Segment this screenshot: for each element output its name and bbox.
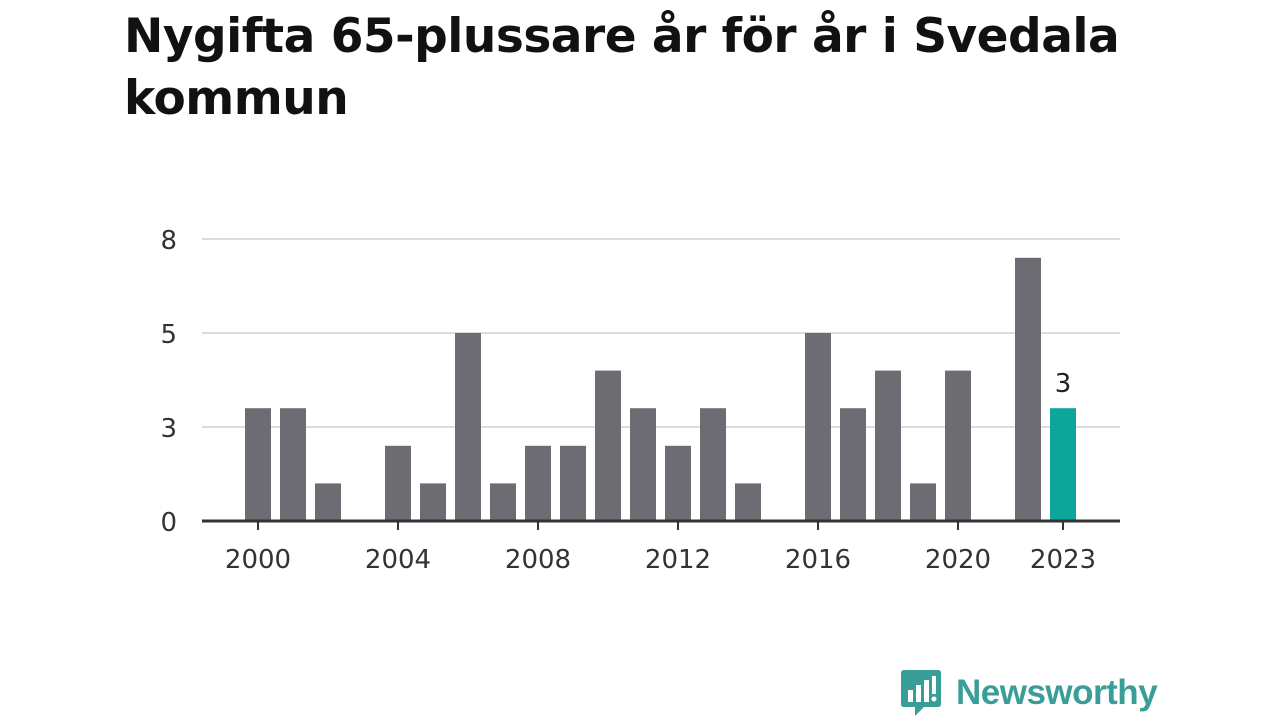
y-tick-label: 5 bbox=[160, 320, 177, 350]
x-tick-label: 2023 bbox=[1030, 545, 1096, 575]
x-axis-ticks: 2000 2004 2008 2012 2016 2020 2023 bbox=[225, 521, 1096, 575]
bar-2007 bbox=[490, 483, 516, 521]
bar-2011 bbox=[630, 408, 656, 521]
gridlines bbox=[202, 238, 1120, 428]
bar-2017 bbox=[840, 408, 866, 521]
data-labels: 3 bbox=[1055, 369, 1072, 399]
x-tick-label: 2004 bbox=[365, 545, 431, 575]
x-tick-label: 2016 bbox=[785, 545, 851, 575]
y-tick-label: 3 bbox=[160, 414, 177, 444]
data-label-2023: 3 bbox=[1055, 369, 1072, 399]
bar-2012 bbox=[665, 445, 691, 521]
bar-2023 bbox=[1050, 408, 1076, 521]
y-tick-label: 0 bbox=[160, 508, 177, 538]
bar-2019 bbox=[910, 483, 936, 521]
newsworthy-logo-icon bbox=[901, 670, 941, 716]
bar-2018 bbox=[875, 370, 901, 521]
y-tick-label: 8 bbox=[160, 226, 177, 256]
brand-name: Newsworthy bbox=[956, 673, 1158, 712]
bar-2008 bbox=[525, 445, 551, 521]
x-tick-label: 2000 bbox=[225, 545, 291, 575]
bar-2020 bbox=[945, 370, 971, 521]
bar-2004 bbox=[385, 445, 411, 521]
bar-2005 bbox=[420, 483, 446, 521]
x-tick-label: 2008 bbox=[505, 545, 571, 575]
bar-2010 bbox=[595, 370, 621, 521]
x-tick-label: 2012 bbox=[645, 545, 711, 575]
bar-chart: 0 3 5 8 2000 2004 2008 2012 2016 2020 2023 3 bbox=[160, 226, 1120, 575]
x-tick-label: 2020 bbox=[925, 545, 991, 575]
bar-2000 bbox=[245, 408, 271, 521]
bar-2001 bbox=[280, 408, 306, 521]
bar-2002 bbox=[315, 483, 341, 521]
newsworthy-brand: Newsworthy bbox=[900, 668, 1158, 718]
bar-2014 bbox=[735, 483, 761, 521]
bar-2016 bbox=[805, 333, 831, 521]
bar-2006 bbox=[455, 333, 481, 521]
bar-2009 bbox=[560, 445, 586, 521]
y-axis-ticks: 0 3 5 8 bbox=[160, 226, 177, 538]
bar-2013 bbox=[700, 408, 726, 521]
bar-2022 bbox=[1015, 257, 1041, 521]
bars bbox=[245, 257, 1076, 521]
chart-title: Nygifta 65-plussare år för år i Svedala … bbox=[124, 9, 1120, 126]
